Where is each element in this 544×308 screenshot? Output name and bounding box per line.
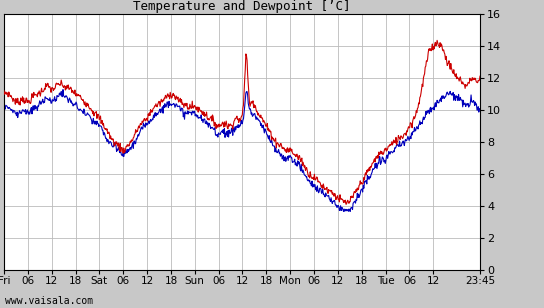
- Text: www.vaisala.com: www.vaisala.com: [5, 297, 94, 306]
- Title: Temperature and Dewpoint [’C]: Temperature and Dewpoint [’C]: [133, 0, 351, 13]
